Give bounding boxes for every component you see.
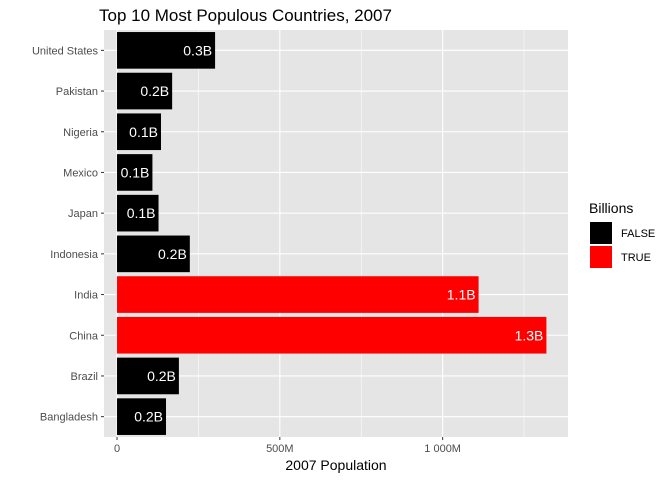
y-tick-label: Bangladesh [40,412,98,424]
legend-key-swatch [590,222,612,244]
bar-value-label: 0.1B [127,205,156,221]
bar [117,235,190,273]
x-tick-label: 0 [114,443,120,455]
legend-title: Billions [589,200,633,216]
y-tick-label: Nigeria [63,127,99,139]
bar [117,316,547,354]
chart-title: Top 10 Most Populous Countries, 2007 [99,6,392,25]
bar [117,154,153,191]
y-tick-label: United States [32,45,99,57]
bar-value-label: 0.1B [121,164,150,180]
bar-value-label: 1.3B [515,327,544,343]
x-axis: 0 500M 1 000M [114,437,461,455]
bar-value-label: 0.2B [147,368,176,384]
bar [117,398,167,435]
y-tick-label: India [74,290,99,302]
legend: Billions FALSE TRUE [589,200,655,268]
legend-key-label: TRUE [621,252,651,264]
legend-key-label: FALSE [621,228,655,240]
bar [117,113,161,151]
grid-minor [198,30,525,437]
y-tick-label: Pakistan [56,86,98,98]
y-tick-label: Mexico [63,167,98,179]
bar [117,276,479,313]
bar [117,32,216,69]
bar-value-label: 0.2B [134,409,163,425]
plot-panel [104,30,568,437]
bar-value-label: 0.2B [140,83,169,99]
bar-value-label: 0.2B [158,246,187,262]
bar-value-label: 0.3B [183,42,212,58]
y-tick-label: Brazil [70,371,98,383]
legend-key-swatch [590,246,612,268]
y-tick-label: Indonesia [50,249,99,261]
bars [117,32,547,435]
x-axis-title: 2007 Population [285,457,386,473]
bar [117,72,173,110]
y-axis: Bangladesh Brazil China India Indonesia Japan… [32,45,104,424]
bar-value-label: 1.1B [447,287,476,303]
bar [117,194,159,232]
y-tick-label: China [69,330,99,342]
bar-labels: 0.2B 0.2B 1.3B 1.1B 0.2B 0.1B 0.1B 0.1B 0.2B 0.3B [121,42,544,424]
bar-value-label: 0.1B [129,124,158,140]
bar [117,357,179,395]
x-tick-label: 1 000M [424,443,461,455]
y-tick-label: Japan [68,208,98,220]
x-tick-label: 500M [266,443,294,455]
